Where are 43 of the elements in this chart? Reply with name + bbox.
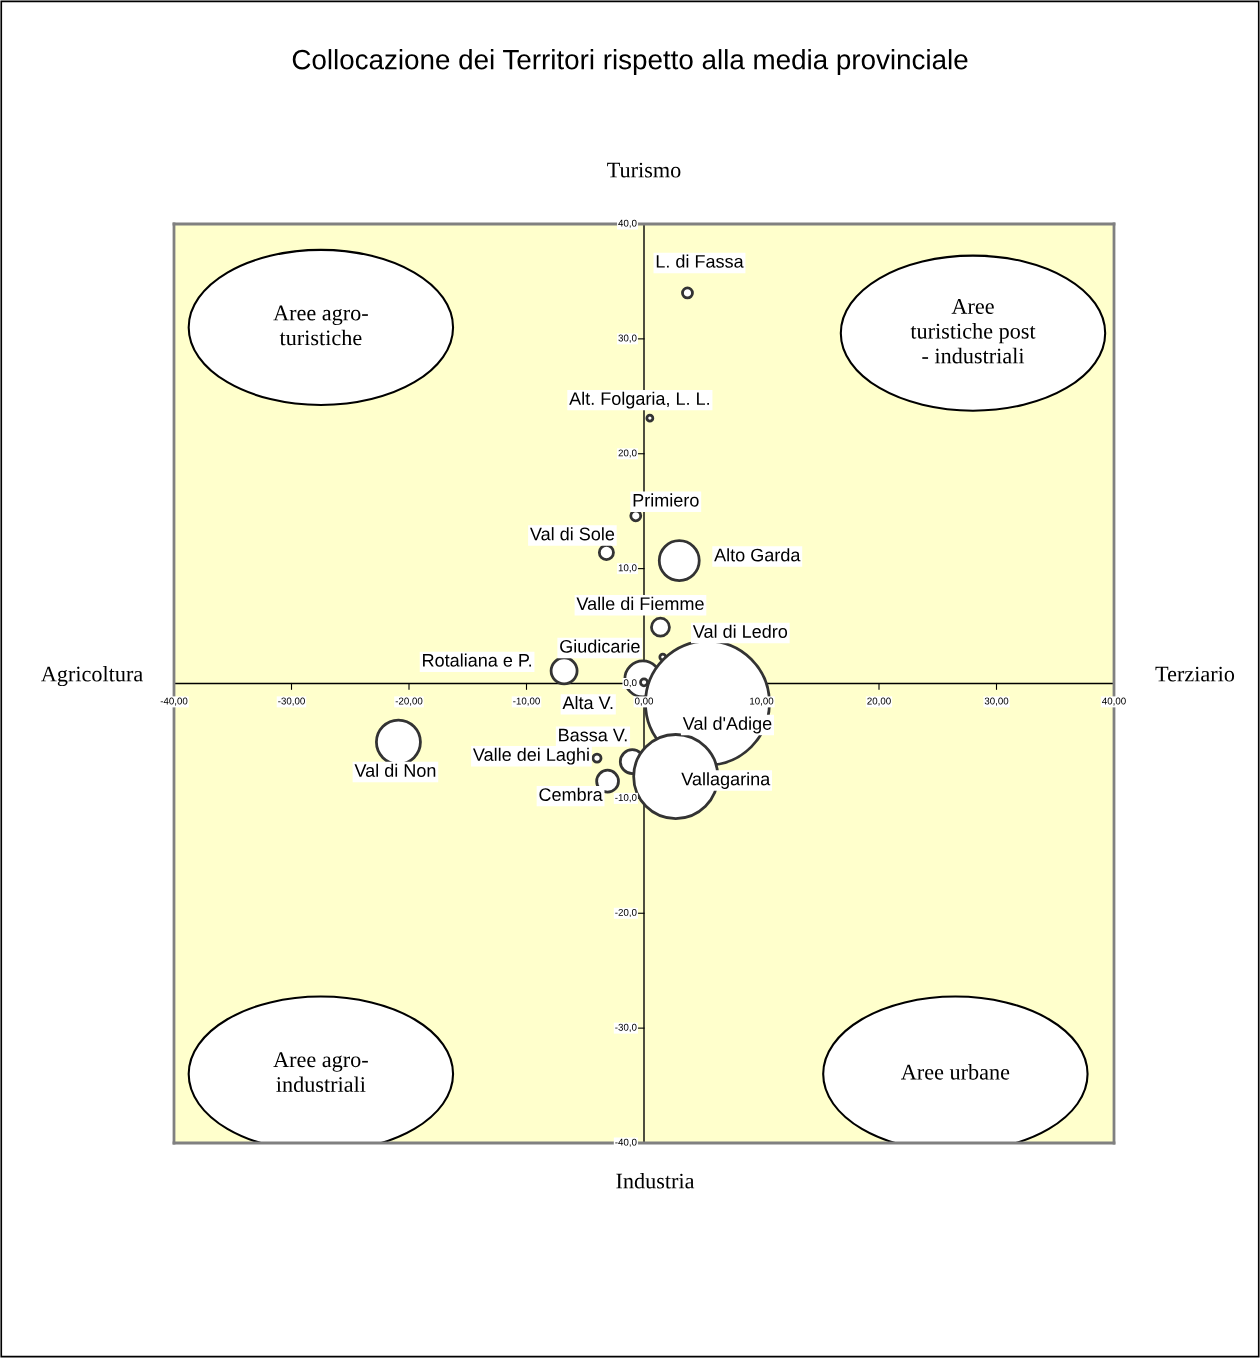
- annotation: Rotaliana e P.: [423, 653, 531, 667]
- text: Agricoltura: [41, 665, 143, 687]
- x-tick-label: -30,00: [278, 697, 305, 706]
- text: Terziario: [1155, 666, 1235, 682]
- annotation: Aree turistiche post - industriali: [910, 299, 1036, 364]
- annotation: Bassa V.: [559, 728, 627, 742]
- annotation: Aree agro- industriali: [273, 1052, 368, 1093]
- annotation: Aree agro- turistiche: [273, 305, 368, 346]
- annotation: Vallagarina: [681, 772, 771, 789]
- annotation: L. di Fassa: [656, 254, 744, 268]
- annotation: Aree urbane: [901, 1064, 1010, 1080]
- annotation: Valle di Fiemme: [576, 596, 704, 611]
- annotation: Val d'Adige: [682, 716, 772, 734]
- y-tick-label: -10,0: [615, 794, 637, 803]
- x-tick-label: 30,00: [984, 697, 1009, 706]
- annotation: Cembra: [539, 787, 603, 801]
- annotation: Alto Garda: [714, 548, 801, 562]
- x-tick-label: -10,00: [513, 697, 540, 706]
- x-tick-label: 10,00: [750, 697, 774, 706]
- x-tick-label: -20,00: [395, 697, 423, 706]
- text: Industria: [616, 1172, 695, 1189]
- y-tick-label: 10,0: [618, 564, 637, 573]
- y-tick-label: -30,0: [615, 1023, 637, 1032]
- y-tick-label: -20,0: [615, 908, 637, 918]
- annotation: Val di Sole: [529, 527, 615, 541]
- x-tick-label: 0,00: [634, 697, 654, 706]
- y-tick-label: -40,0: [615, 1138, 637, 1147]
- y-tick-label: 40,0: [618, 219, 637, 228]
- chart-title: Collocazione dei Territori rispetto alla media provinciale: [292, 49, 968, 75]
- annotation: Primiero: [633, 493, 699, 507]
- annotation: Alt. Folgaria, L. L.: [569, 391, 709, 409]
- annotation: Val di Non: [354, 763, 436, 777]
- annotation: Giudicarie: [560, 639, 640, 653]
- y-tick-label: 0,0: [623, 679, 637, 688]
- x-tick-label: 40,00: [1102, 697, 1126, 706]
- y-tick-label: 20,0: [618, 449, 637, 458]
- annotation: Valle dei Laghi: [472, 747, 589, 765]
- text: Turismo: [607, 162, 681, 178]
- annotation: Alta V.: [562, 695, 613, 710]
- x-tick-label: -40,00: [160, 697, 188, 706]
- y-tick-label: 30,0: [618, 334, 637, 343]
- annotation: Val di Ledro: [692, 624, 788, 638]
- x-tick-label: 20,00: [867, 697, 891, 706]
